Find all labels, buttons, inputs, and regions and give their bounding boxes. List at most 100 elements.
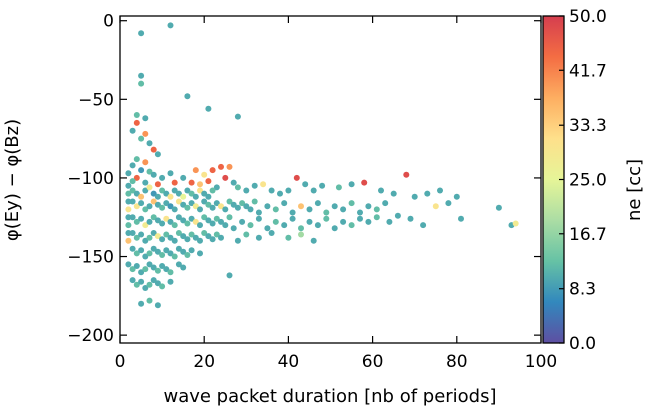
data-point [142, 266, 149, 273]
data-point [150, 245, 157, 252]
data-point [142, 206, 149, 213]
data-point [281, 222, 288, 229]
colorbar-tick-label: 16.7 [569, 225, 607, 245]
data-point [218, 234, 224, 241]
data-point [340, 206, 347, 213]
data-point [184, 220, 191, 227]
data-point [167, 170, 174, 177]
data-point [289, 209, 296, 216]
data-point [125, 170, 132, 177]
data-point [230, 225, 237, 232]
data-point [357, 215, 363, 222]
data-point [129, 162, 136, 169]
x-tick-label: 80 [446, 352, 468, 372]
data-point [184, 252, 191, 258]
data-point [167, 250, 174, 257]
data-point [129, 187, 136, 194]
colorbar-tick-label: 33.3 [569, 116, 607, 136]
data-point [192, 167, 199, 174]
data-point [167, 269, 174, 276]
data-point [239, 218, 246, 225]
data-point [222, 174, 229, 181]
data-point [184, 93, 191, 100]
data-point [243, 187, 250, 194]
data-point [150, 171, 157, 178]
data-point [138, 30, 145, 37]
data-point [188, 231, 195, 238]
x-axis-title: wave packet duration [nb of periods] [163, 386, 496, 407]
data-point [142, 159, 149, 166]
data-point [247, 222, 254, 229]
data-point [150, 190, 157, 197]
data-point [146, 250, 153, 257]
data-point [171, 187, 178, 194]
data-point [272, 206, 279, 213]
data-point [188, 215, 195, 222]
data-point [230, 179, 237, 186]
data-point [146, 234, 153, 241]
data-point [348, 222, 355, 229]
data-point [458, 215, 464, 222]
data-point [138, 231, 145, 238]
data-point [125, 261, 132, 268]
scatter-points [125, 22, 519, 309]
data-point [125, 182, 132, 189]
x-axis: 0 20 40 60 80 100 [115, 16, 557, 372]
data-point [180, 248, 187, 255]
data-point [146, 184, 153, 191]
data-point [268, 230, 275, 236]
colorbar-tick-label: 8.3 [569, 280, 596, 300]
data-point [129, 230, 136, 236]
data-point [180, 264, 187, 271]
data-point [302, 181, 309, 188]
data-point [175, 245, 182, 252]
data-point [209, 204, 216, 211]
data-point [167, 203, 174, 210]
data-point [188, 190, 195, 197]
data-point [264, 225, 271, 232]
data-point [159, 236, 166, 243]
data-point [335, 184, 342, 191]
data-point [239, 200, 246, 207]
data-point [142, 179, 149, 186]
data-point [205, 193, 212, 200]
data-point [171, 237, 178, 244]
data-point [310, 187, 317, 194]
data-point [129, 198, 136, 205]
data-point [171, 222, 178, 229]
x-tick-label: 0 [115, 352, 126, 372]
data-point [150, 146, 157, 153]
data-point [180, 174, 187, 181]
data-point [331, 225, 338, 232]
y-tick-label: −50 [78, 90, 114, 110]
data-point [197, 206, 203, 213]
data-point [167, 218, 174, 225]
data-point [184, 236, 191, 243]
data-point [445, 200, 452, 207]
data-point [154, 151, 161, 158]
data-point [146, 203, 153, 210]
data-point [146, 297, 153, 304]
data-point [268, 187, 275, 194]
y-axis: 0 −50 −100 −150 −200 [67, 12, 541, 346]
data-point [222, 206, 229, 213]
data-point [382, 200, 389, 207]
data-point [251, 198, 258, 205]
data-point [205, 178, 212, 185]
data-point [146, 218, 153, 225]
data-point [188, 247, 195, 254]
data-point [310, 237, 317, 244]
y-tick-label: −150 [67, 248, 114, 268]
data-point [226, 163, 233, 170]
data-point [180, 233, 187, 240]
data-point [289, 215, 296, 222]
data-point [272, 218, 279, 225]
data-point [192, 203, 199, 210]
y-tick-label: −200 [67, 326, 114, 346]
data-point [424, 190, 431, 197]
data-point [205, 217, 212, 224]
data-point [348, 200, 355, 207]
data-point [234, 204, 241, 211]
data-point [340, 218, 347, 225]
data-point [138, 167, 145, 174]
